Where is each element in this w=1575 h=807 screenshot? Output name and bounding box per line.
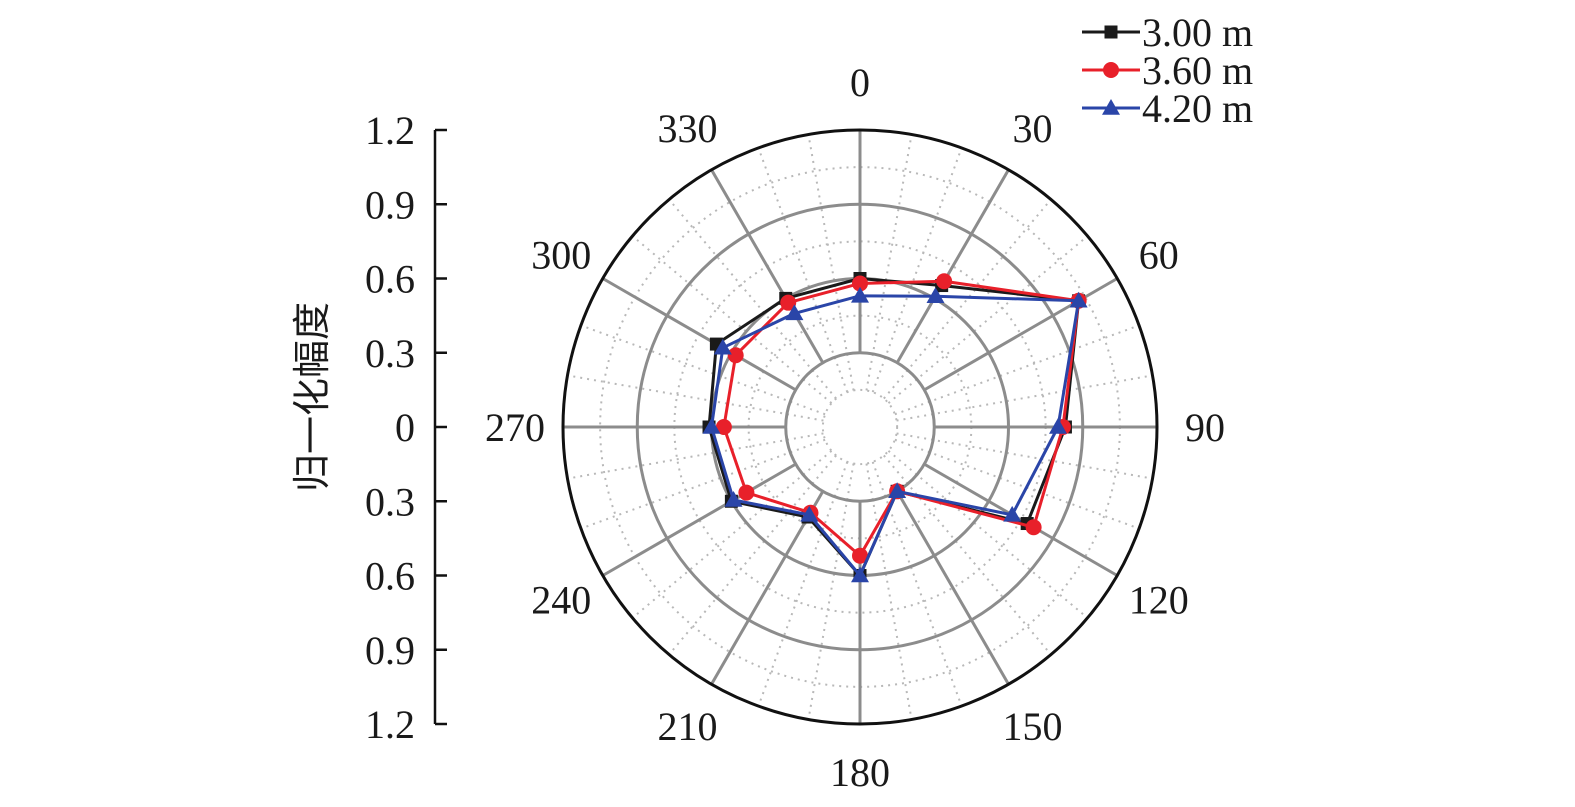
data-point-marker bbox=[713, 338, 732, 355]
minor-grid-spoke bbox=[871, 147, 963, 393]
minor-grid-spoke bbox=[668, 198, 837, 400]
radial-tick-label: 0.3 bbox=[365, 331, 415, 376]
legend-label: 4.20 m bbox=[1142, 86, 1253, 131]
legend-marker bbox=[1102, 99, 1120, 115]
major-grid-spoke bbox=[602, 462, 797, 577]
radial-tick-label: 0.9 bbox=[365, 182, 415, 227]
angle-tick-label: 240 bbox=[531, 578, 591, 623]
minor-grid-spoke bbox=[567, 432, 824, 480]
minor-grid-spoke bbox=[757, 147, 849, 393]
angle-tick-label: 30 bbox=[1013, 106, 1053, 151]
minor-grid-spoke bbox=[894, 438, 1140, 530]
major-grid-spoke bbox=[895, 490, 1010, 685]
minor-grid-spoke bbox=[807, 463, 855, 720]
angle-tick-label: 0 bbox=[850, 60, 870, 105]
minor-grid-spoke bbox=[887, 235, 1089, 404]
minor-grid-circle bbox=[821, 388, 899, 466]
data-point-marker bbox=[1003, 505, 1022, 522]
legend-marker bbox=[1103, 62, 1119, 78]
radial-tick-label: 0.6 bbox=[365, 554, 415, 599]
data-point-marker bbox=[800, 505, 819, 522]
minor-grid-spoke bbox=[883, 454, 1052, 656]
data-point-marker bbox=[727, 347, 744, 364]
angle-tick-label: 300 bbox=[531, 233, 591, 278]
data-point-marker bbox=[780, 294, 797, 311]
angle-tick-label: 210 bbox=[658, 704, 718, 749]
minor-grid-spoke bbox=[865, 134, 913, 391]
legend-label: 3.60 m bbox=[1142, 48, 1253, 93]
series-3-60-m bbox=[715, 273, 1087, 564]
major-grid-circle bbox=[784, 351, 936, 503]
series-line bbox=[710, 294, 1081, 577]
minor-grid-spoke bbox=[580, 324, 826, 416]
data-point-marker bbox=[851, 566, 869, 583]
data-point-marker bbox=[785, 304, 804, 321]
radial-tick-label: 1.2 bbox=[365, 108, 415, 153]
minor-grid-spoke bbox=[580, 438, 826, 530]
major-grid-spoke bbox=[602, 277, 797, 392]
series-4-20-m bbox=[702, 286, 1088, 583]
major-grid-spoke bbox=[895, 169, 1010, 364]
angle-tick-label: 270 bbox=[485, 405, 545, 450]
angle-tick-labels: 0 30 60 90 120 150 180 210 240 270 300 330 bbox=[485, 60, 1225, 795]
data-point-marker bbox=[724, 491, 743, 507]
data-point-marker bbox=[1025, 519, 1042, 536]
data-point-marker bbox=[715, 419, 732, 435]
y-axis-label: 归一化幅度 bbox=[290, 302, 334, 492]
minor-grid-spoke bbox=[883, 198, 1052, 400]
minor-grid-spoke bbox=[894, 324, 1140, 416]
series-layer bbox=[702, 272, 1088, 583]
minor-grid-spoke bbox=[631, 235, 833, 404]
minor-grid-spoke bbox=[668, 454, 837, 656]
minor-grid-spoke bbox=[896, 374, 1153, 422]
radial-axis: 1.2 0.9 0.6 0.3 0 0.3 0.6 0.9 1.2 bbox=[365, 108, 447, 747]
angle-tick-label: 60 bbox=[1139, 233, 1179, 278]
angle-tick-label: 90 bbox=[1185, 405, 1225, 450]
minor-grid-spoke bbox=[567, 374, 824, 422]
data-point-marker bbox=[702, 418, 721, 434]
radial-tick-label: 0.3 bbox=[365, 479, 415, 524]
data-point-marker bbox=[1069, 291, 1088, 308]
angle-tick-label: 180 bbox=[830, 750, 890, 795]
data-point-marker bbox=[738, 484, 755, 501]
angle-tick-label: 150 bbox=[1003, 704, 1063, 749]
radial-tick-label: 0.6 bbox=[365, 257, 415, 302]
minor-grid-spoke bbox=[896, 432, 1153, 480]
minor-grid-spoke bbox=[757, 461, 849, 707]
major-grid-spoke bbox=[710, 169, 825, 364]
radial-tick-label: 1.2 bbox=[365, 702, 415, 747]
minor-grid-spoke bbox=[887, 450, 1089, 619]
data-point-marker bbox=[888, 482, 907, 499]
minor-grid-spoke bbox=[807, 134, 855, 391]
minor-grid-spoke bbox=[865, 463, 913, 720]
data-point-marker bbox=[851, 286, 869, 303]
data-point-marker bbox=[852, 275, 868, 292]
minor-grid-spoke bbox=[631, 450, 833, 619]
radial-tick-label: 0 bbox=[395, 405, 415, 450]
angle-tick-label: 330 bbox=[658, 106, 718, 151]
radial-tick-label: 0.9 bbox=[365, 628, 415, 673]
data-point-marker bbox=[926, 287, 945, 304]
data-point-marker bbox=[852, 547, 868, 564]
minor-grid-spoke bbox=[871, 461, 963, 707]
data-point-marker bbox=[1049, 418, 1067, 434]
outer-boundary-circle bbox=[561, 128, 1159, 726]
legend-marker bbox=[1104, 25, 1118, 39]
angle-tick-label: 120 bbox=[1129, 578, 1189, 623]
legend-label: 3.00 m bbox=[1142, 10, 1253, 55]
data-point-marker bbox=[936, 273, 953, 290]
legend: 3.00 m3.60 m4.20 m bbox=[1082, 10, 1253, 131]
